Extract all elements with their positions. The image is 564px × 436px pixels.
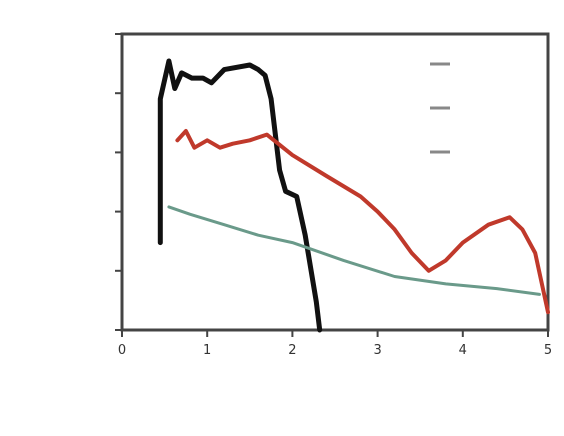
y-axis [115,33,122,331]
x-axis: 0 1 2 3 4 5 [118,330,552,358]
plot-frame [120,32,550,332]
legend [430,62,450,154]
x-tick-label: 3 [373,343,381,358]
series-line-3 [167,205,541,296]
x-tick-label: 5 [544,343,552,358]
series-line-1 [157,58,323,333]
series-layer [157,58,550,333]
x-tick-label: 0 [118,343,126,358]
x-tick-label: 4 [459,343,467,358]
plot-border [120,32,550,332]
x-tick-label: 1 [203,343,211,358]
x-tick-label: 2 [288,343,296,358]
series-line-2 [175,129,550,315]
